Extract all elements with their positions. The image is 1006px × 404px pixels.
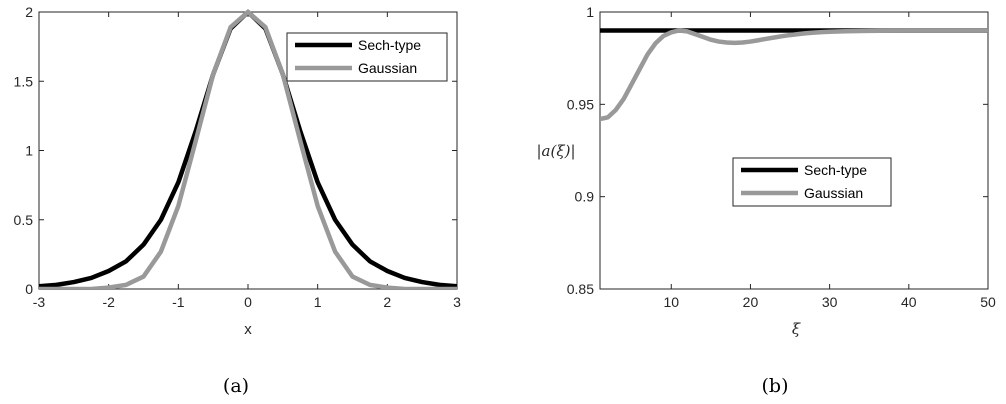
y-tick-label: 1.5 bbox=[14, 73, 34, 89]
legend-label: Sech-type bbox=[804, 162, 867, 178]
x-tick-label: 0 bbox=[244, 294, 252, 310]
x-tick-label: 40 bbox=[901, 294, 917, 310]
legend-label: Gaussian bbox=[804, 185, 863, 201]
x-tick-label: 1 bbox=[314, 294, 322, 310]
x-axis-label: x bbox=[244, 321, 252, 338]
x-tick-label: 3 bbox=[453, 294, 461, 310]
series-line-gaussian bbox=[600, 28, 988, 122]
legend-label: Sech-type bbox=[358, 37, 421, 53]
y-tick-label: 1 bbox=[586, 4, 594, 20]
y-tick-label: 1 bbox=[25, 143, 33, 159]
x-axis-label: ξ bbox=[792, 320, 801, 338]
y-tick-label: 0.95 bbox=[567, 96, 594, 112]
panel-a: -3 -2 -1 0 1 2 3 0 0.5 1 1.5 2 Sech-type Gaussian x (a) bbox=[14, 4, 462, 397]
y-tick-label: 0.9 bbox=[575, 189, 595, 205]
legend-label: Gaussian bbox=[358, 60, 417, 76]
legend-box bbox=[286, 32, 448, 82]
series-line-gaussian bbox=[39, 9, 457, 289]
x-tick-label: -2 bbox=[102, 294, 115, 310]
y-tick-label: 2 bbox=[25, 4, 33, 20]
x-tick-label: -3 bbox=[33, 294, 46, 310]
x-tick-label: 2 bbox=[383, 294, 391, 310]
y-tick-label: 0 bbox=[25, 281, 33, 297]
panel-caption: (b) bbox=[762, 375, 789, 397]
x-tick-label: -1 bbox=[172, 294, 185, 310]
panel-caption: (a) bbox=[223, 375, 249, 397]
y-tick-label: 0.85 bbox=[567, 281, 594, 297]
x-tick-label: 20 bbox=[743, 294, 759, 310]
axes-frame bbox=[599, 11, 989, 290]
panel-b: 10 20 30 40 50 0.85 0.9 0.95 1 Sech-type Gaussian ξ… bbox=[536, 4, 996, 397]
y-tick-label: 0.5 bbox=[14, 212, 34, 228]
x-tick-label: 50 bbox=[980, 294, 996, 310]
x-tick-label: 30 bbox=[822, 294, 838, 310]
legend-box bbox=[732, 157, 892, 207]
y-axis-label: |a(ξ)| bbox=[536, 142, 575, 160]
x-tick-label: 10 bbox=[663, 294, 679, 310]
